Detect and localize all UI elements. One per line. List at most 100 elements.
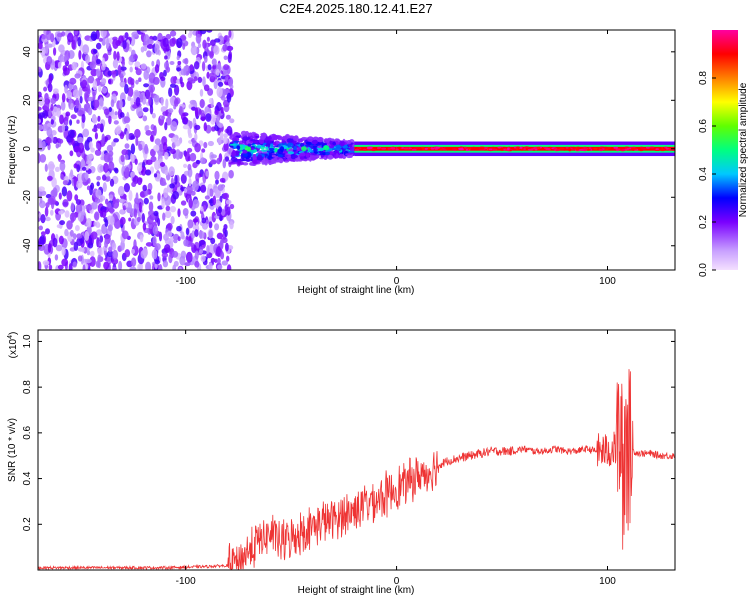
heatmap-cell	[195, 159, 201, 165]
heatmap-cell	[114, 111, 118, 116]
heatmap-cell	[116, 51, 120, 62]
heatmap-cell	[182, 116, 188, 125]
heatmap-cell	[322, 152, 326, 156]
heatmap-cell	[173, 233, 180, 241]
heatmap-cell	[61, 124, 65, 134]
heatmap-cell	[136, 164, 143, 172]
colorbar-tick-label: 0.2	[698, 215, 709, 229]
heatmap-cell	[145, 242, 153, 247]
heatmap-cell	[145, 169, 152, 176]
heatmap-cell	[63, 55, 68, 63]
heatmap-cell	[655, 148, 659, 151]
heatmap-cell	[327, 154, 334, 160]
snr-ticks: -100 0 100 0.2 0.4 0.6 0.8 1.0	[22, 330, 675, 587]
heatmap-cell	[58, 138, 64, 144]
heatmap-cell	[48, 110, 52, 118]
heatmap-cell	[86, 84, 91, 93]
heatmap-cell	[335, 153, 339, 159]
heatmap-cell	[167, 112, 171, 119]
heatmap-cell	[277, 154, 284, 158]
heatmap-cell	[86, 185, 91, 191]
heatmap-cell	[110, 99, 115, 108]
heatmap-cell	[98, 37, 103, 42]
heatmap-cell	[82, 264, 86, 270]
heatmap-cell	[189, 64, 194, 72]
heatmap-cell	[104, 239, 109, 248]
heatmap-cell	[45, 43, 49, 54]
heatmap-cell	[177, 208, 181, 218]
heatmap-cell	[210, 39, 216, 46]
heatmap-cell	[107, 224, 113, 232]
heatmap-cell	[500, 147, 504, 150]
heatmap-cell	[162, 260, 169, 268]
heatmap-cell	[103, 162, 109, 173]
heatmap-cell	[134, 91, 141, 97]
heatmap-cell	[73, 175, 77, 187]
heatmap-cell	[51, 130, 57, 136]
heatmap-cell	[219, 239, 224, 250]
heatmap-cell	[199, 30, 207, 35]
heatmap-cell	[39, 235, 45, 246]
snr-scale-label: (x104)	[7, 332, 19, 359]
heatmap-cell	[289, 136, 294, 139]
heatmap-cell	[163, 69, 167, 77]
heatmap-cell	[223, 136, 228, 145]
heatmap-cell	[583, 147, 589, 150]
heatmap-cell	[488, 148, 493, 151]
heatmap-cell	[45, 228, 50, 235]
heatmap-cell	[70, 202, 75, 211]
snr-ytick-label: 0.2	[22, 517, 33, 531]
heatmap-cell	[66, 190, 73, 202]
heatmap-cell	[69, 77, 77, 85]
heatmap-cell	[266, 150, 272, 153]
heatmap-cell	[175, 149, 181, 160]
heatmap-cell	[366, 147, 373, 150]
heatmap-cell	[113, 138, 119, 143]
heatmap-cell	[170, 76, 176, 85]
heatmap-cell	[661, 146, 664, 149]
heatmap-cell	[104, 219, 109, 227]
heatmap-cell	[122, 205, 126, 210]
heatmap-cell	[56, 107, 61, 118]
heatmap-cell	[41, 140, 46, 150]
heatmap-cell	[179, 255, 186, 266]
heatmap-cell	[142, 115, 148, 122]
heatmap-cell	[120, 73, 124, 83]
heatmap-cell	[240, 130, 247, 136]
heatmap-cell	[313, 147, 318, 152]
heatmap-cell	[277, 135, 283, 141]
heatmap-cell	[159, 143, 164, 152]
heatmap-cell	[187, 163, 192, 171]
heatmap-cell	[135, 68, 142, 76]
heatmap-cell	[41, 34, 46, 40]
heatmap-ytick-label: 20	[22, 94, 33, 106]
heatmap-cell	[58, 44, 65, 53]
heatmap-cell	[38, 106, 42, 111]
heatmap-cell	[70, 103, 74, 111]
colorbar-tick-label: 0.6	[698, 119, 709, 133]
heatmap-cell	[191, 106, 196, 111]
heatmap-cell	[593, 147, 598, 150]
heatmap-cell	[330, 139, 337, 142]
heatmap-cell	[108, 78, 112, 85]
heatmap-cell	[117, 64, 122, 76]
heatmap-cell	[135, 192, 139, 204]
heatmap-cell	[125, 130, 130, 141]
heatmap-cell	[571, 146, 576, 149]
heatmap-cell	[287, 151, 295, 155]
heatmap-cell	[270, 142, 274, 148]
heatmap-cell	[119, 209, 125, 215]
heatmap-cell	[108, 161, 115, 171]
heatmap-cell	[403, 147, 409, 150]
heatmap-cell	[161, 252, 169, 258]
heatmap-cell	[53, 88, 59, 94]
heatmap-cell	[323, 145, 330, 151]
heatmap-cell	[111, 141, 116, 147]
heatmap-cell	[142, 184, 147, 192]
heatmap-cell	[119, 99, 123, 110]
heatmap-cell	[255, 135, 260, 138]
heatmap-cell	[112, 38, 119, 49]
heatmap-cell	[318, 147, 325, 152]
heatmap-cell	[124, 83, 129, 95]
heatmap-cell	[620, 149, 625, 152]
